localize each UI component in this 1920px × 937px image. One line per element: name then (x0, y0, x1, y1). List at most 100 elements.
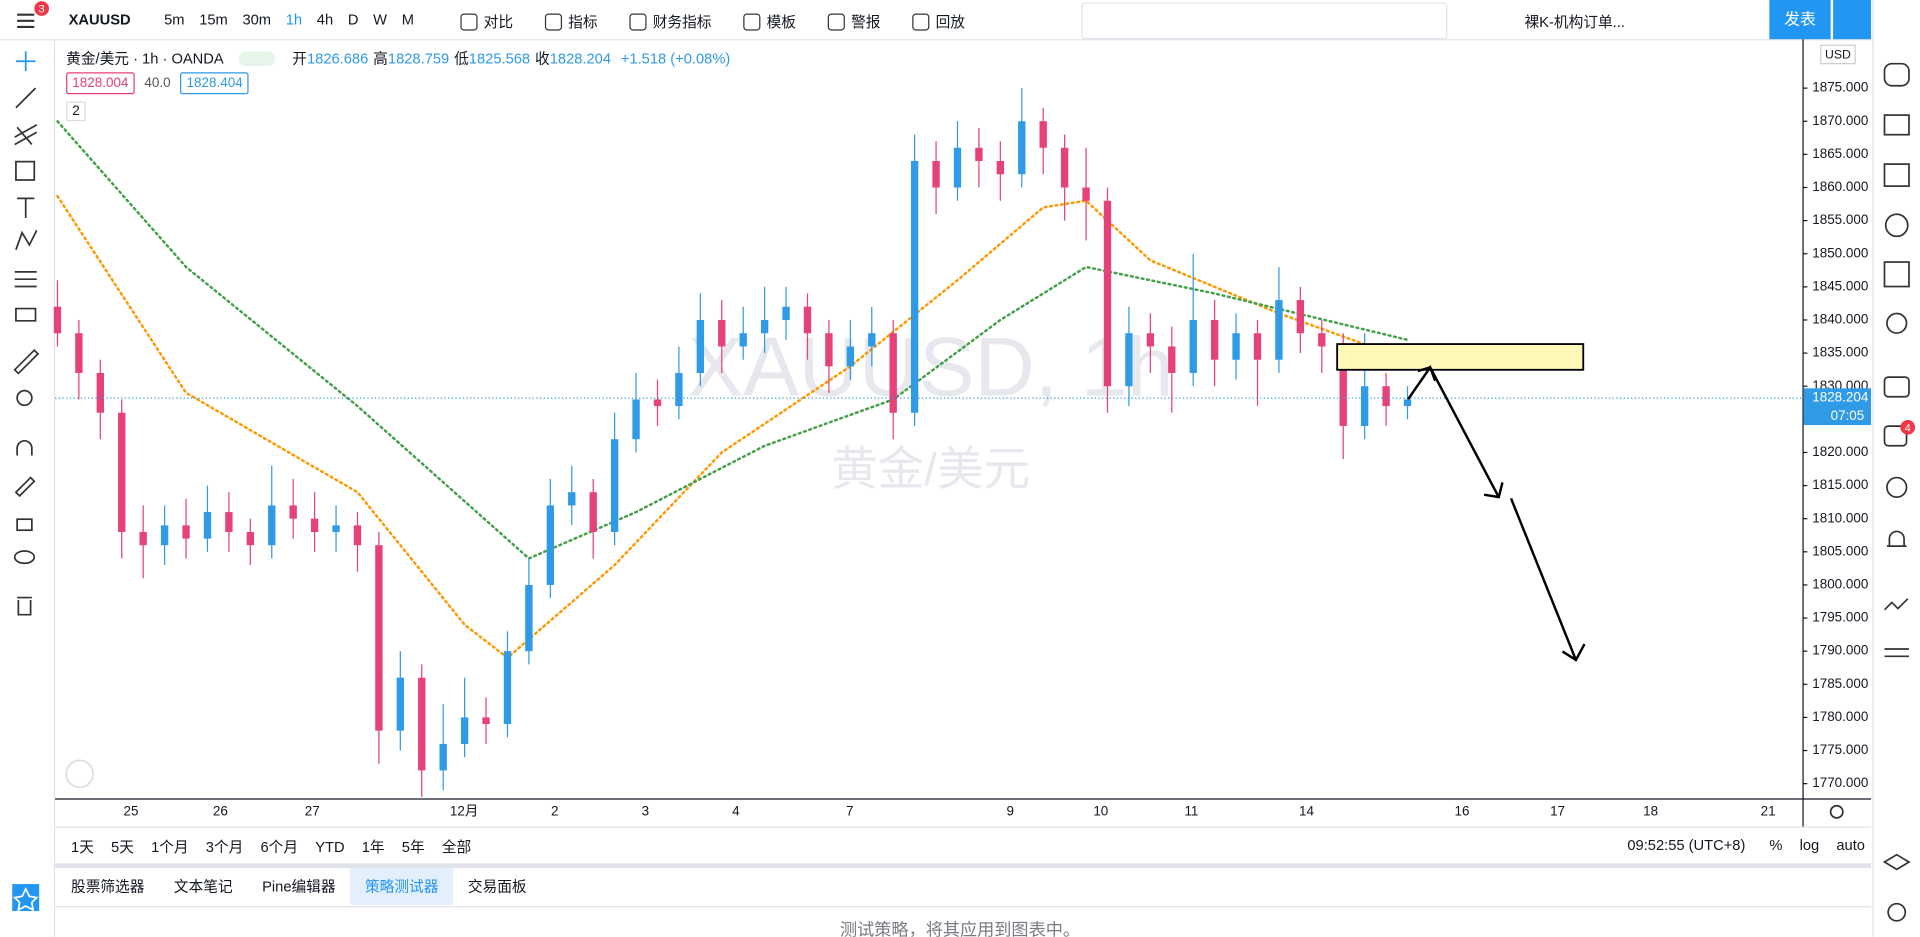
header-button[interactable]: 警报 (828, 11, 880, 32)
scale-option[interactable]: auto (1836, 836, 1865, 854)
interval[interactable]: 15m (199, 11, 228, 29)
range-button[interactable]: YTD (315, 838, 345, 856)
text-icon[interactable] (17, 197, 35, 218)
hotlist-icon[interactable] (1884, 213, 1909, 238)
x-tick-label: 16 (1455, 803, 1470, 818)
panel-tab[interactable]: Pine编辑器 (262, 877, 336, 896)
interval[interactable]: 1h (285, 11, 303, 29)
ohlc-label: 高 (373, 50, 388, 68)
interval[interactable]: 4h (316, 11, 334, 29)
interval[interactable]: 5m (164, 11, 185, 29)
y-tick-label: 1815.000 (1812, 477, 1868, 492)
panel-tab[interactable]: 股票筛选器 (71, 877, 145, 896)
interval[interactable]: M (401, 11, 414, 29)
candle-body (889, 333, 897, 413)
data-icon[interactable] (1883, 163, 1910, 187)
x-tick-label: 2 (551, 803, 558, 818)
range-button[interactable]: 全部 (441, 838, 472, 856)
interval[interactable]: D (347, 11, 359, 29)
trash-icon[interactable] (17, 596, 32, 616)
ruler-icon[interactable] (13, 348, 40, 375)
ohlc-value: 1828.759 (387, 49, 450, 67)
layers-icon[interactable] (1882, 853, 1911, 871)
range-button[interactable]: 5年 (401, 838, 425, 856)
candle-body (760, 319, 769, 334)
candle-body (1168, 346, 1176, 373)
trading-icon[interactable] (1883, 598, 1909, 611)
dom-icon[interactable] (1884, 648, 1909, 658)
messages-icon[interactable] (1883, 425, 1908, 447)
streams-icon[interactable] (1886, 476, 1908, 499)
x-tick-label: 12月 (450, 803, 478, 818)
watchlist-icon[interactable] (1883, 62, 1910, 87)
shape-icon[interactable] (15, 160, 36, 181)
panel-tab[interactable]: 策略测试器 (350, 868, 454, 905)
eye-icon[interactable] (13, 550, 36, 565)
forecast-icon[interactable] (14, 270, 37, 288)
range-button[interactable]: 3个月 (205, 838, 244, 856)
help-icon[interactable] (1887, 902, 1907, 922)
y-tick-label: 1790.000 (1812, 643, 1868, 658)
indicator-collapse[interactable]: 2 (66, 101, 86, 122)
range-button[interactable]: 1年 (361, 838, 385, 856)
candle-body (53, 306, 62, 334)
x-tick-label: 3 (642, 803, 649, 818)
interval[interactable]: W (373, 11, 388, 29)
candle-body (525, 584, 533, 652)
scale-option[interactable]: log (1799, 836, 1820, 854)
settings-icon[interactable] (1829, 804, 1844, 819)
range-button[interactable]: 5天 (111, 838, 134, 856)
play-button[interactable] (1833, 0, 1872, 40)
alerts-icon[interactable] (1886, 530, 1907, 547)
range-button[interactable]: 1天 (71, 838, 94, 856)
sidebar-badge: 4 (1905, 422, 1911, 434)
candle-body (310, 518, 319, 532)
lock-icon[interactable] (16, 518, 33, 532)
news-icon[interactable] (1883, 114, 1910, 136)
panel-tab[interactable]: 文本笔记 (173, 877, 233, 896)
lock-draw-icon[interactable] (14, 476, 36, 498)
header-button[interactable]: 财务指标 (629, 11, 712, 32)
y-tick-label: 1805.000 (1812, 543, 1868, 558)
y-tick-label: 1785.000 (1812, 676, 1868, 691)
magnet-icon[interactable] (16, 440, 33, 456)
fib-icon[interactable] (14, 124, 38, 146)
chat-icon[interactable] (1883, 376, 1910, 398)
trend-line-icon[interactable] (15, 87, 37, 109)
pattern-icon[interactable] (15, 229, 38, 251)
ideas-icon[interactable] (1886, 312, 1908, 334)
candle-body (75, 333, 83, 373)
header-buttons: 对比 指标 财务指标 模板 警报 回放 (460, 11, 996, 32)
header-button[interactable]: 模板 (743, 11, 796, 32)
y-tick-label: 1780.000 (1812, 709, 1868, 724)
layout-name[interactable]: 裸K-机构订单... (1524, 13, 1625, 31)
symbol[interactable]: XAUUSD (68, 11, 131, 29)
publish-button[interactable]: 发表 (1769, 0, 1831, 40)
range-button[interactable]: 1个月 (151, 838, 189, 856)
crosshair-icon[interactable] (15, 51, 36, 72)
status-pill (238, 50, 276, 66)
panel-message: 测试策略，将其应用到图表中。 (840, 919, 1081, 937)
logo-button[interactable] (65, 759, 94, 789)
icons-icon[interactable] (15, 307, 37, 322)
menu-icon[interactable] (17, 13, 35, 29)
candle-body (482, 717, 490, 725)
candle-body (418, 677, 426, 771)
panel-tab[interactable]: 交易面板 (467, 877, 527, 896)
header-button[interactable]: 回放 (912, 11, 965, 32)
candle-body (1253, 333, 1262, 360)
interval[interactable]: 30m (242, 11, 272, 29)
calendar-icon[interactable] (1883, 261, 1910, 288)
candle-body (268, 505, 276, 546)
range-button[interactable]: 6个月 (260, 838, 299, 856)
range-bar: 1天 5天 1个月 3个月 6个月 YTD 1年 5年 全部 (71, 836, 488, 857)
ohlc: 开 1826.686 高 1828.759 低 1825.568 收 1828.204 (292, 48, 616, 69)
drawing-toolbar[interactable] (1081, 2, 1448, 40)
zoom-icon[interactable] (16, 389, 33, 407)
header-button[interactable]: 指标 (545, 11, 597, 32)
scale-options: % log auto (1769, 836, 1882, 853)
header-button[interactable]: 对比 (460, 11, 513, 32)
candle-body (396, 677, 405, 731)
scale-option[interactable]: % (1769, 836, 1783, 854)
moving-average (56, 120, 1409, 560)
